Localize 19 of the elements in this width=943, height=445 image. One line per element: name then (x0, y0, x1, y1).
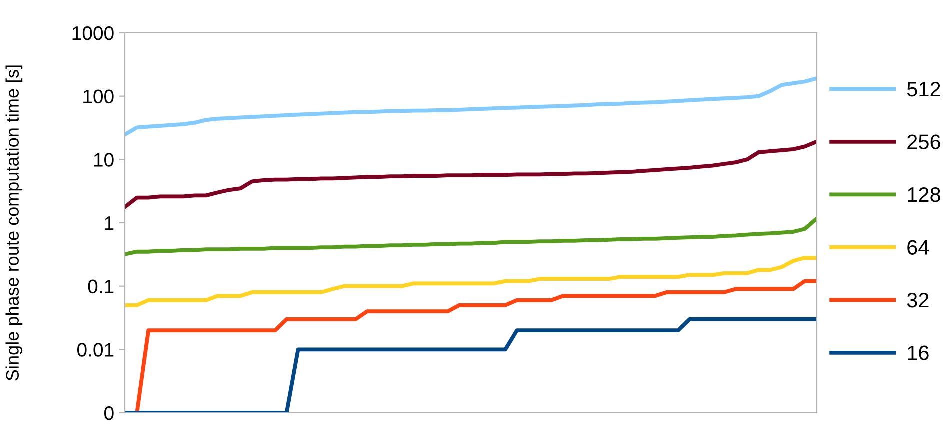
y-tick-label: 0.01 (78, 343, 114, 357)
legend-label: 64 (908, 240, 930, 255)
y-tick-label: 0.1 (88, 280, 114, 294)
y-axis-title: Single phase route computation time [s] (6, 66, 23, 381)
legend-label: 16 (908, 346, 929, 360)
y-tick-label: 0 (104, 406, 114, 420)
line-series (125, 140, 817, 209)
legend-label: 32 (907, 292, 929, 308)
legend-label: 256 (908, 134, 940, 150)
y-tick-label: 100 (84, 90, 114, 104)
legend-label: 128 (908, 187, 940, 202)
y-tick-label: 1000 (72, 26, 114, 40)
y-tick-label: 10 (94, 153, 114, 167)
line-series (125, 256, 817, 308)
line-series (135, 279, 817, 413)
line-series (125, 217, 817, 256)
legend-label: 512 (907, 82, 940, 97)
y-tick-label: 1 (105, 216, 114, 230)
line-series (125, 76, 817, 136)
